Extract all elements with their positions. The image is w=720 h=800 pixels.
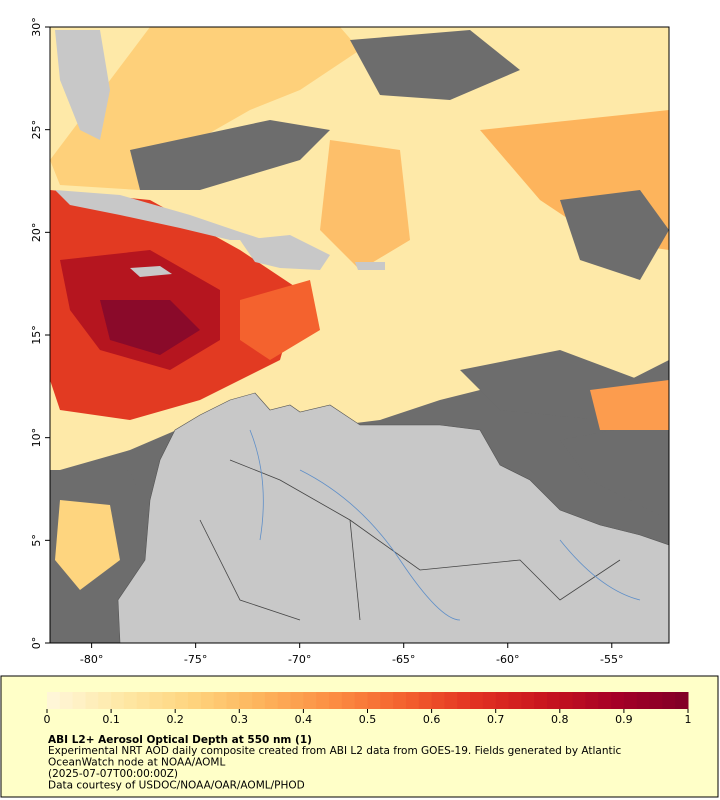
colorbar-tick-label: 0.7 [487,713,505,726]
caption-line: Experimental NRT AOD daily composite cre… [48,745,622,757]
colorbar-bin [636,692,651,709]
colorbar-bin [393,692,407,709]
land [130,266,172,277]
colorbar-bin [380,692,394,709]
colorbar-bin [239,692,253,709]
colorbar-bin [111,692,125,709]
aerosol-medium [590,380,669,430]
colorbar-bin [277,692,292,709]
colorbar-bin [188,692,202,709]
colorbar-bin [354,692,368,709]
colorbar-tick-label: 1 [685,713,692,726]
land [240,235,330,270]
aerosol-low [50,27,360,190]
caption-line: (2025-07-07T00:00:00Z) [48,768,178,780]
aerosol-medium [320,140,410,270]
colorbar-bin [59,692,74,709]
y-tick-label: 30° [30,17,43,37]
colorbar-tick-label: 0.1 [102,713,120,726]
colorbar-tick-label: 0.5 [359,713,377,726]
y-tick-label: 0° [30,637,43,650]
x-tick-label: -75° [184,653,207,666]
no-data [560,190,669,280]
x-tick-label: -60° [496,653,519,666]
colorbar-bin [405,692,420,709]
x-tick-label: -65° [392,653,415,666]
colorbar-bin [598,692,612,709]
colorbar-bin [585,692,599,709]
no-data [560,420,669,520]
rivers [249,429,641,621]
colorbar-bin [252,692,266,709]
colorbar-tick-label: 0.8 [551,713,569,726]
x-tick-label: -55° [600,653,623,666]
colorbar-bin [418,692,433,709]
aerosol-medium [240,280,320,360]
colorbar-bin [136,692,151,709]
aerosol-low [55,500,120,590]
borders [199,459,621,621]
land [355,262,385,270]
land [117,392,669,643]
aerosol-very-high [100,300,200,355]
colorbar-bin [611,692,625,709]
colorbar-tick-label: 0.6 [423,713,441,726]
y-tick-label: 25° [30,120,43,140]
caption-title: ABI L2+ Aerosol Optical Depth at 550 nm … [48,734,312,746]
colorbar-bin [508,692,522,709]
colorbar-bin [47,692,61,709]
y-tick-label: 20° [30,223,43,243]
colorbar-bin [264,692,279,709]
colorbar-tick-label: 0.2 [166,713,184,726]
x-tick-label: -80° [80,653,103,666]
colorbar-bin [444,692,458,709]
colorbar-bin [175,692,189,709]
y-tick-label: 5° [30,534,43,547]
colorbar-tick-label: 0.3 [231,713,249,726]
colorbar-bin [521,692,535,709]
colorbar-bin [303,692,317,709]
no-data [130,120,330,190]
colorbar-bin [675,692,689,709]
colorbar-bin [200,692,215,709]
land [55,30,110,140]
colorbar-bin [572,692,586,709]
colorbar-bin [662,692,676,709]
colorbar-bin [72,692,86,709]
land [55,190,265,240]
colorbar-bin [329,692,343,709]
colorbar-bin [431,692,445,709]
caption-line: OceanWatch node at NOAA/AOML [48,757,225,769]
caption-line: Data courtesy of USDOC/NOAA/OAR/AOML/PHO… [48,780,305,792]
colorbar-bin [457,692,471,709]
colorbar-bin [98,692,112,709]
colorbar-bin [85,692,99,709]
x-tick-label: -70° [288,653,311,666]
colorbar-bin [149,692,163,709]
y-tick-label: 10° [30,428,43,448]
colorbar-bin [213,692,227,709]
colorbar-bin [123,692,138,709]
colorbar-bin [290,692,304,709]
colorbar-tick-label: 0.9 [615,713,633,726]
colorbar-bin [162,692,176,709]
no-data [350,30,520,100]
colorbar-bin [649,692,663,709]
colorbar-tick-label: 0.4 [295,713,313,726]
colorbar-tick-label: 0 [44,713,51,726]
colorbar-bin [623,692,638,709]
colorbar-bin [534,692,548,709]
map-image [50,27,669,643]
colorbar-bin [341,692,356,709]
colorbar-bin [226,692,240,709]
colorbar-bin [546,692,561,709]
colorbar-bin [495,692,510,709]
colorbar-bin [470,692,484,709]
y-tick-label: 15° [30,325,43,345]
colorbar-bin [367,692,381,709]
colorbar-bin [559,692,574,709]
colorbar-bin [482,692,497,709]
colorbar-bin [316,692,330,709]
